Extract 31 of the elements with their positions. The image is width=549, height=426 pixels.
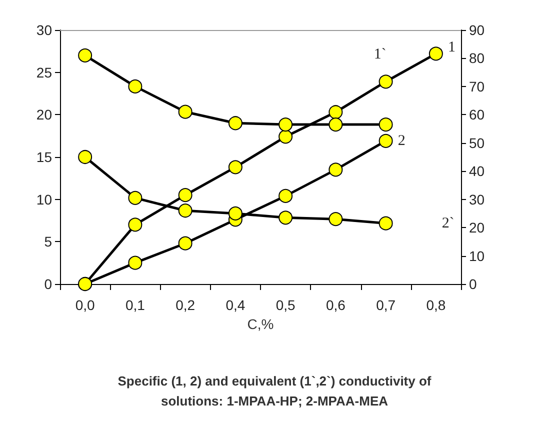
series-label: 2 [398, 132, 406, 149]
y2-tick-label: 40 [469, 163, 485, 180]
x-tick-label: 0,8 [426, 297, 446, 313]
text: Specific (1, 2) and equivalent (1`,2`) conductivity of solutions: 1-MPAA-HP; 2-MPAA-MEA [118, 374, 432, 408]
x-tick-label: 0,7 [376, 297, 396, 313]
x-tick-label: 0,1 [125, 297, 146, 313]
y2-tick-label: 30 [469, 191, 485, 208]
y-tick-label: 25 [36, 64, 52, 80]
y2-tick-label: 90 [469, 22, 485, 38]
y2-tick-label: 0 [469, 276, 477, 292]
y2-tick-label: 60 [469, 106, 485, 123]
text: 1` [374, 46, 386, 63]
y-tick-label: 20 [36, 106, 52, 123]
x-tick-label: 0,2 [176, 297, 196, 313]
y-tick-label: 15 [36, 149, 52, 165]
y2-tick-label: 70 [469, 78, 485, 94]
y-tick-label: 10 [36, 191, 52, 208]
x-tick-label: 0,4 [226, 297, 246, 313]
y-tick-label: 30 [36, 22, 52, 38]
y-tick-label: 0 [44, 276, 52, 292]
x-tick-label: 0,5 [276, 297, 296, 313]
y-tick-label: 5 [44, 234, 52, 250]
y2-tick-label: 20 [469, 220, 485, 236]
y2-tick-label: 50 [469, 134, 485, 151]
y2-tick-label: 80 [469, 50, 485, 66]
x-tick-label: 0,0 [75, 297, 96, 313]
x-tick-label: 0,6 [326, 297, 346, 313]
y2-tick-label: 10 [469, 248, 485, 264]
series-label: 1 [448, 40, 456, 56]
text: 2` [442, 215, 454, 232]
x-axis-title: C,% [247, 316, 274, 332]
